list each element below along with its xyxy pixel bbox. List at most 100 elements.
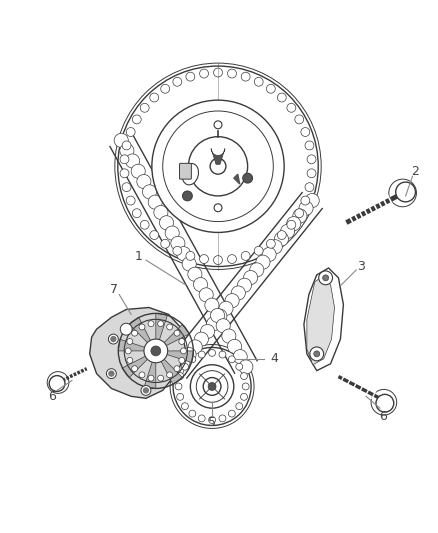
Circle shape <box>188 340 202 354</box>
Circle shape <box>154 205 168 220</box>
Circle shape <box>125 348 131 354</box>
Circle shape <box>173 77 182 86</box>
Circle shape <box>242 383 249 390</box>
Text: 5: 5 <box>208 416 216 430</box>
Circle shape <box>310 347 324 361</box>
Text: 7: 7 <box>110 283 118 296</box>
Circle shape <box>127 358 133 364</box>
Circle shape <box>161 239 170 248</box>
Circle shape <box>148 321 154 327</box>
Circle shape <box>268 240 283 254</box>
Circle shape <box>301 196 310 205</box>
Circle shape <box>256 255 270 269</box>
Circle shape <box>228 69 237 78</box>
Circle shape <box>176 355 190 369</box>
Polygon shape <box>122 354 150 377</box>
Circle shape <box>122 141 131 150</box>
Circle shape <box>139 324 145 330</box>
Circle shape <box>299 201 313 215</box>
Circle shape <box>219 415 226 422</box>
Circle shape <box>277 231 286 239</box>
Circle shape <box>305 141 314 150</box>
Circle shape <box>150 231 159 239</box>
Circle shape <box>277 93 286 102</box>
Polygon shape <box>234 174 240 184</box>
Circle shape <box>126 196 135 205</box>
Text: 4: 4 <box>270 352 278 365</box>
Circle shape <box>132 209 141 217</box>
Circle shape <box>243 173 253 183</box>
Circle shape <box>295 115 304 124</box>
Circle shape <box>207 317 221 331</box>
Circle shape <box>203 377 221 395</box>
Circle shape <box>254 77 263 86</box>
Circle shape <box>233 350 247 364</box>
Circle shape <box>167 372 173 378</box>
Circle shape <box>148 195 162 209</box>
Circle shape <box>139 372 145 378</box>
Circle shape <box>106 369 117 378</box>
Circle shape <box>188 136 247 196</box>
Circle shape <box>158 375 163 381</box>
Circle shape <box>161 84 170 93</box>
Circle shape <box>239 360 253 374</box>
Circle shape <box>199 288 213 302</box>
Polygon shape <box>129 318 152 345</box>
Circle shape <box>49 376 65 391</box>
Circle shape <box>114 133 128 148</box>
Circle shape <box>120 169 129 177</box>
Circle shape <box>266 239 276 248</box>
Circle shape <box>144 339 168 363</box>
Ellipse shape <box>182 164 198 185</box>
Polygon shape <box>118 340 148 351</box>
Circle shape <box>225 294 239 308</box>
Circle shape <box>109 371 114 376</box>
Circle shape <box>250 263 264 277</box>
Circle shape <box>122 183 131 191</box>
Circle shape <box>150 93 159 102</box>
Polygon shape <box>90 308 185 398</box>
Circle shape <box>319 271 332 285</box>
Circle shape <box>214 68 223 77</box>
Circle shape <box>323 275 328 281</box>
Circle shape <box>205 298 219 312</box>
Circle shape <box>241 72 250 81</box>
Circle shape <box>227 340 242 353</box>
Text: 2: 2 <box>412 165 420 177</box>
Circle shape <box>126 127 135 136</box>
Circle shape <box>314 351 320 357</box>
Circle shape <box>305 193 319 208</box>
Circle shape <box>194 332 208 346</box>
Circle shape <box>189 410 196 417</box>
Circle shape <box>183 191 192 201</box>
Circle shape <box>175 383 182 390</box>
Circle shape <box>307 155 316 164</box>
Circle shape <box>140 220 149 229</box>
Circle shape <box>208 417 215 424</box>
Circle shape <box>228 356 235 363</box>
Circle shape <box>216 319 230 333</box>
Polygon shape <box>161 325 189 348</box>
Circle shape <box>198 415 205 422</box>
Polygon shape <box>144 358 156 389</box>
Circle shape <box>111 337 116 342</box>
Circle shape <box>132 366 138 372</box>
Text: 3: 3 <box>357 261 365 273</box>
Text: 6: 6 <box>48 390 56 403</box>
Text: 1: 1 <box>135 249 143 263</box>
Circle shape <box>287 103 296 112</box>
Circle shape <box>152 100 284 232</box>
Circle shape <box>120 324 132 335</box>
Circle shape <box>214 256 223 264</box>
Circle shape <box>194 278 208 292</box>
Circle shape <box>214 204 222 212</box>
Circle shape <box>189 356 196 363</box>
Polygon shape <box>307 276 335 365</box>
Circle shape <box>214 121 222 129</box>
Circle shape <box>137 174 151 189</box>
Circle shape <box>177 373 184 379</box>
Circle shape <box>173 246 182 255</box>
Circle shape <box>240 393 247 400</box>
Circle shape <box>240 373 247 379</box>
Circle shape <box>132 115 141 124</box>
